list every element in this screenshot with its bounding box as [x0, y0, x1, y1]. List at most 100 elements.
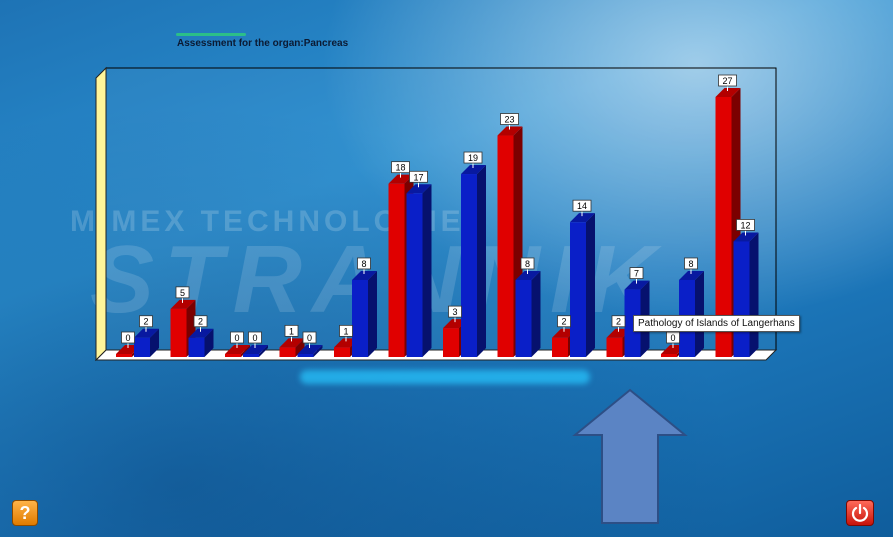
bar-blue-6-side: [422, 184, 432, 357]
data-label-blue-5: 8: [361, 259, 366, 269]
bar-blue-5-top: [352, 270, 377, 280]
bar-blue-11-side: [695, 270, 704, 357]
title-accent: [176, 33, 246, 36]
bar-blue-2-side: [204, 328, 214, 357]
data-label-blue-11: 8: [688, 259, 693, 269]
data-label-red-10-box: [611, 315, 626, 328]
data-label-red-9-box: [557, 315, 571, 328]
data-label-blue-1: 2: [143, 317, 148, 327]
help-button[interactable]: ?: [12, 500, 38, 526]
bar-red-12-top: [715, 88, 741, 97]
data-label-blue-2-box: [193, 315, 208, 328]
bar-red-8-top: [497, 126, 523, 136]
bar-blue-9-top: [570, 213, 595, 223]
data-label-red-4: 1: [289, 326, 294, 336]
bar-red-1: [116, 354, 132, 357]
bar-blue-2-top: [188, 328, 214, 338]
bar-blue-4-top: [297, 345, 323, 354]
data-label-blue-5-box: [357, 257, 371, 270]
data-label-red-2-box: [175, 286, 190, 299]
bar-red-3-top: [225, 345, 250, 354]
data-label-red-10: 2: [616, 317, 621, 327]
data-label-blue-6: 17: [413, 172, 423, 182]
data-label-red-8: 23: [504, 115, 514, 125]
bar-blue-5: [352, 279, 368, 357]
bar-red-8: [497, 135, 514, 357]
data-label-blue-10-box: [629, 267, 644, 279]
bar-blue-1: [134, 337, 150, 357]
bar-blue-12: [733, 241, 750, 357]
bar-red-6: [388, 183, 405, 357]
data-label-red-6-box: [391, 161, 410, 174]
bar-blue-7: [461, 174, 477, 357]
bar-blue-12-top: [733, 232, 759, 242]
bar-blue-7-side: [477, 165, 486, 357]
bar-blue-4-side: [313, 345, 323, 357]
data-label-blue-7-box: [463, 151, 483, 164]
bar-blue-11-top: [679, 270, 704, 280]
data-label-red-3: 0: [234, 333, 239, 343]
bar-red-4: [279, 347, 296, 357]
data-label-red-9: 2: [561, 317, 566, 327]
bar-red-2: [170, 308, 187, 357]
chart-left-wall: [95, 66, 107, 362]
bar-blue-3-side: [259, 345, 268, 357]
bar-blue-5-side: [368, 270, 377, 357]
bar-blue-9-side: [586, 213, 595, 357]
chart-title: Assessment for the organ:Pancreas: [177, 38, 349, 49]
bar-blue-3: [243, 354, 259, 357]
bar-red-4-side: [295, 338, 305, 357]
bar-red-7: [443, 328, 459, 357]
data-label-blue-2: 2: [198, 317, 203, 327]
data-label-blue-3-box: [248, 331, 262, 344]
data-label-blue-4: 0: [307, 333, 312, 343]
data-label-blue-12-box: [736, 219, 755, 231]
bar-blue-12-side: [749, 232, 759, 357]
data-label-red-1: 0: [125, 333, 130, 343]
bar-blue-4: [297, 354, 314, 357]
chart-back-wall: [105, 67, 777, 351]
chart-highlight: [300, 370, 590, 384]
pointer-arrow: [572, 388, 688, 524]
data-label-blue-10: 7: [634, 269, 639, 279]
bar-red-5: [334, 347, 350, 357]
bar-red-6-top: [388, 174, 414, 184]
data-label-red-6: 18: [395, 163, 405, 173]
data-label-red-4-box: [284, 324, 299, 337]
bar-red-9: [552, 337, 568, 357]
bar-tooltip: Pathology of Islands of Langerhans: [633, 315, 800, 332]
data-label-red-8-box: [500, 113, 519, 125]
data-label-red-2: 5: [180, 288, 185, 298]
bar-red-10: [606, 337, 623, 357]
data-label-red-1-box: [121, 331, 135, 344]
data-label-red-12-box: [718, 74, 737, 87]
bar-blue-8: [515, 279, 532, 357]
data-label-blue-4-box: [302, 331, 317, 344]
bar-blue-3-top: [243, 345, 268, 354]
bar-blue-8-top: [515, 270, 541, 280]
data-label-red-7-box: [448, 305, 462, 318]
bar-red-4-top: [279, 338, 305, 348]
bar-blue-2: [188, 337, 205, 357]
data-label-red-11: 0: [670, 333, 675, 343]
data-label-red-11-box: [666, 331, 680, 344]
data-label-blue-1-box: [139, 315, 153, 328]
bar-blue-8-side: [531, 270, 541, 357]
bar-blue-9: [570, 222, 586, 357]
power-icon: [851, 503, 869, 522]
data-label-red-12: 27: [722, 76, 732, 86]
data-label-red-3-box: [230, 331, 244, 344]
bar-blue-10: [624, 289, 641, 357]
bar-blue-1-side: [150, 328, 159, 357]
data-label-blue-7: 19: [468, 153, 478, 163]
data-label-blue-11-box: [684, 257, 698, 270]
data-label-blue-6-box: [409, 170, 428, 183]
data-label-blue-3: 0: [252, 333, 257, 343]
bar-red-11: [661, 354, 677, 357]
data-label-red-5: 1: [343, 326, 348, 336]
power-button[interactable]: [846, 500, 874, 526]
bar-blue-6: [406, 193, 423, 357]
data-label-blue-9: 14: [577, 201, 587, 211]
bar-blue-1-top: [134, 328, 159, 338]
